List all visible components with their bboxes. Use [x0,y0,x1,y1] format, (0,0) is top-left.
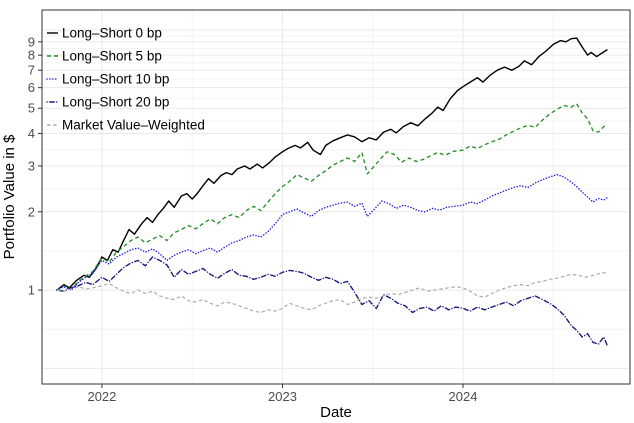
x-tick-label: 2024 [449,389,478,404]
y-tick-label: 4 [28,126,35,141]
y-tick-label: 1 [28,283,35,298]
axis-tick-labels: 1 2 3 4 5 6 789 2022 2023 2024 [28,34,478,404]
x-tick-label: 2023 [268,389,297,404]
panel-border [41,9,631,385]
legend-label-4: Market Value–Weighted [62,118,205,133]
legend-item-1: Long–Short 5 bp [47,49,162,64]
series-line-1 [56,103,608,291]
legend-item-4: Market Value–Weighted [47,118,205,133]
y-tick-label: 9 [28,34,35,49]
series-line-0 [56,37,608,291]
legend-label-2: Long–Short 10 bp [62,72,169,87]
y-tick-label: 2 [28,204,35,219]
legend: Long–Short 0 bp Long–Short 5 bp Long–Short… [46,26,205,133]
x-axis-title: Date [320,404,352,421]
gridlines-minor [42,10,630,384]
y-tick-label: 3 [28,158,35,173]
y-tick-label: 8 [28,48,35,63]
legend-label-0: Long–Short 0 bp [62,26,162,41]
legend-item-2: Long–Short 10 bp [46,72,169,87]
y-tick-label: 5 [28,101,35,116]
legend-item-0: Long–Short 0 bp [47,26,162,41]
axis-ticks [38,41,464,388]
legend-label-3: Long–Short 20 bp [62,95,169,110]
gridlines-major [42,10,630,384]
y-axis-title: Portfolio Value in $ [1,134,18,259]
legend-label-1: Long–Short 5 bp [62,49,162,64]
y-tick-label: 7 [28,63,35,78]
series-line-2 [56,173,609,291]
series-line-3 [56,256,609,347]
legend-item-3: Long–Short 20 bp [46,95,169,110]
y-tick-label: 6 [28,80,35,95]
series-line-4 [56,271,608,314]
x-tick-label: 2022 [87,389,116,404]
series-lines [56,37,609,347]
